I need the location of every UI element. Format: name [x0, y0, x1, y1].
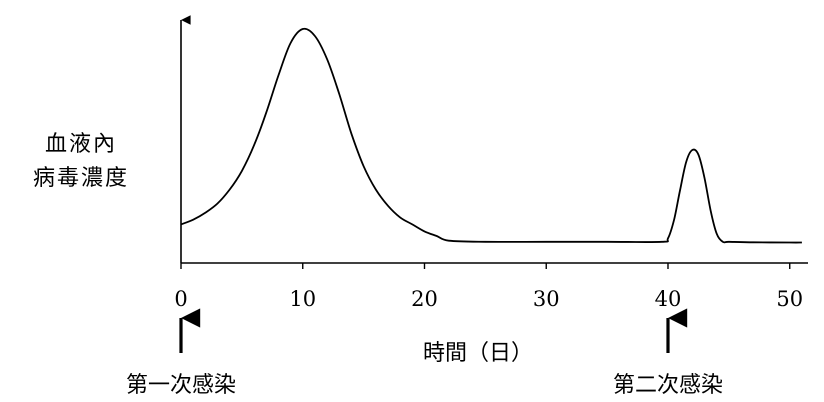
x-tick-label: 40: [655, 287, 682, 311]
series-line: [180, 27, 802, 244]
x-tick-label: 10: [289, 287, 316, 311]
x-axis-label: 時間（日）: [423, 341, 533, 366]
infection-label: 第二次感染: [613, 373, 723, 398]
x-tick-label: 0: [174, 287, 187, 311]
x-ticks: 0 10 20 30 40 50: [174, 263, 803, 311]
axes: [180, 15, 808, 264]
annotations: 第一次感染 第二次感染: [126, 308, 723, 398]
y-axis-label-line-2: 病毒濃度: [32, 166, 129, 191]
infection-label: 第一次感染: [126, 373, 236, 398]
x-tick-label: 50: [776, 287, 803, 311]
y-axis-label-line-1: 血液內: [44, 132, 117, 157]
x-tick-label: 20: [411, 287, 438, 311]
series-group: [180, 27, 802, 244]
x-tick-label: 30: [533, 287, 560, 311]
